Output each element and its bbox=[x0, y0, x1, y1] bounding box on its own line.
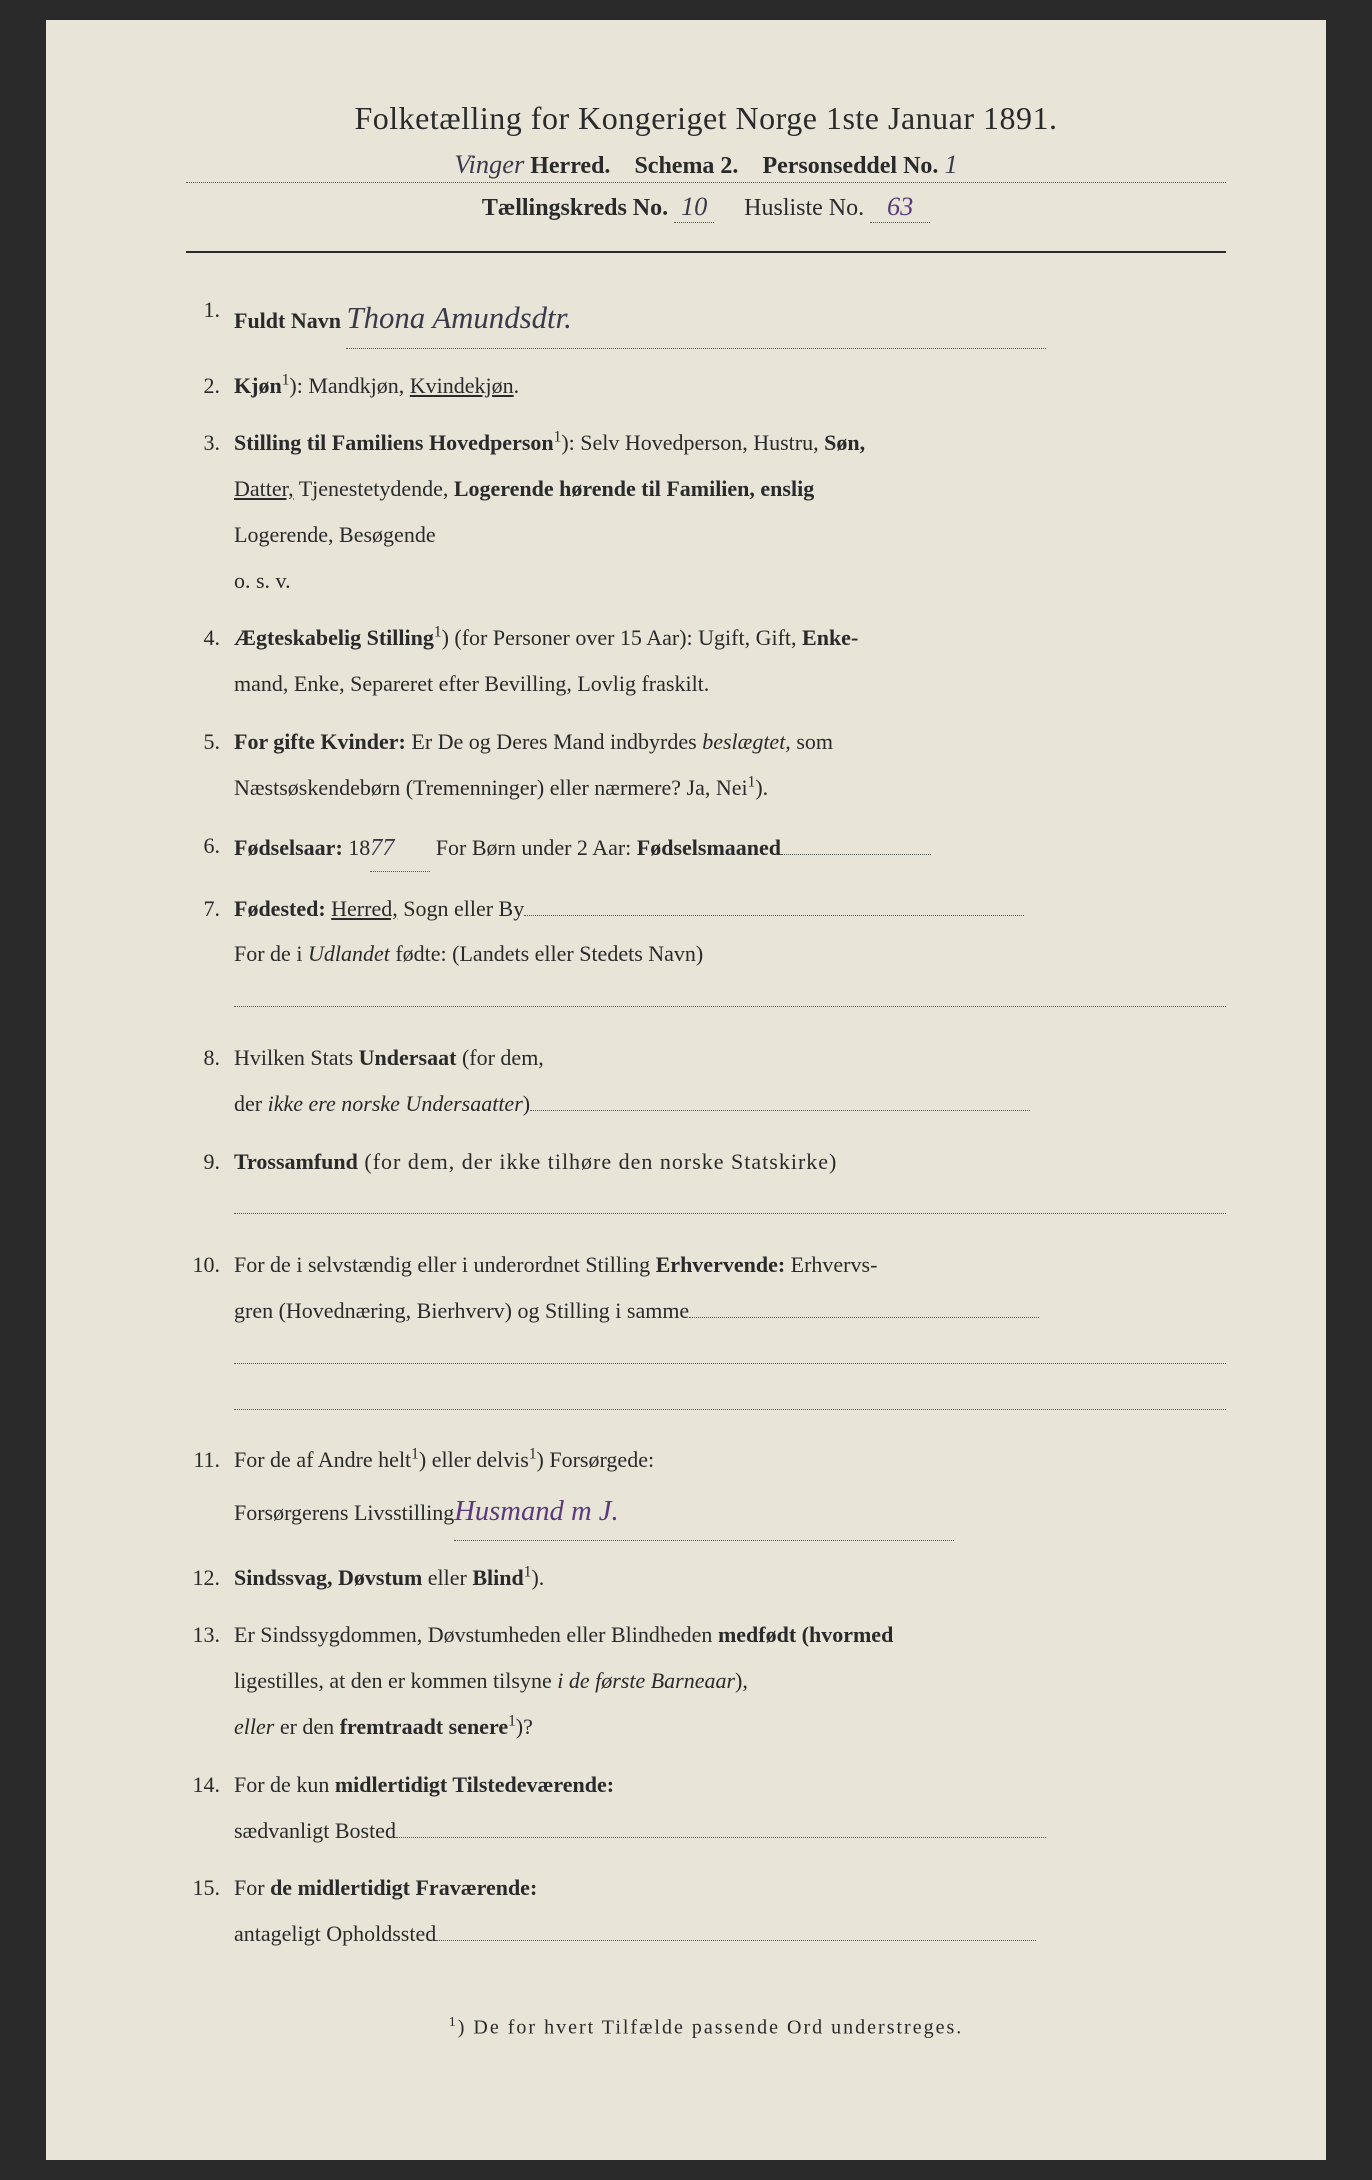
item-num: 1. bbox=[186, 289, 234, 349]
item-num: 12. bbox=[186, 1557, 234, 1599]
item-num: 11. bbox=[186, 1439, 234, 1540]
footnote: 1) De for hvert Tilfælde passende Ord un… bbox=[186, 2015, 1226, 2040]
item-num: 3. bbox=[186, 422, 234, 601]
fodested-label: Fødested: bbox=[234, 896, 326, 921]
item-10: 10. For de i selvstændig eller i underor… bbox=[186, 1244, 1226, 1423]
husliste-label: Husliste No. bbox=[744, 195, 864, 221]
undersaat-label: Undersaat bbox=[359, 1045, 457, 1070]
kjon-label: Kjøn bbox=[234, 373, 282, 398]
item-num: 4. bbox=[186, 617, 234, 705]
erhvervende-label: Erhvervende: bbox=[656, 1252, 786, 1277]
husliste-no: 63 bbox=[887, 191, 913, 221]
herred-label: Herred. bbox=[530, 153, 610, 179]
item-8: 8. Hvilken Stats Undersaat (for dem, der… bbox=[186, 1037, 1226, 1125]
fodselsaar-value: 77 bbox=[370, 834, 394, 861]
sindssvag-label: Sindssvag, Døvstum bbox=[234, 1565, 422, 1590]
tilstedevaerende-label: midlertidigt Tilstedeværende: bbox=[335, 1772, 614, 1797]
item-4: 4. Ægteskabelig Stilling1) (for Personer… bbox=[186, 617, 1226, 705]
personseddel-label: Personseddel No. bbox=[762, 153, 938, 179]
gifte-kvinder-label: For gifte Kvinder: bbox=[234, 729, 406, 754]
header-divider bbox=[186, 251, 1226, 253]
item-15: 15. For de midlertidigt Fraværende: anta… bbox=[186, 1867, 1226, 1955]
personseddel-no: 1 bbox=[944, 149, 957, 179]
page-title: Folketælling for Kongeriget Norge 1ste J… bbox=[186, 100, 1226, 137]
kreds-label: Tællingskreds No. bbox=[482, 195, 668, 221]
item-num: 14. bbox=[186, 1764, 234, 1852]
item-num: 8. bbox=[186, 1037, 234, 1125]
header-line-2: Tællingskreds No. 10 Husliste No. 63 bbox=[186, 191, 1226, 223]
item-num: 9. bbox=[186, 1141, 234, 1229]
kreds-no: 10 bbox=[681, 191, 707, 221]
stilling-label: Stilling til Familiens Hovedperson bbox=[234, 430, 554, 455]
item-num: 7. bbox=[186, 888, 234, 1021]
item-num: 6. bbox=[186, 825, 234, 872]
item-12: 12. Sindssvag, Døvstum eller Blind1). bbox=[186, 1557, 1226, 1599]
schema-label: Schema 2. bbox=[634, 153, 738, 179]
item-num: 2. bbox=[186, 365, 234, 407]
item-6: 6. Fødselsaar: 1877 For Børn under 2 Aar… bbox=[186, 825, 1226, 872]
fuldt-navn-label: Fuldt Navn bbox=[234, 308, 341, 333]
item-num: 5. bbox=[186, 721, 234, 809]
item-7: 7. Fødested: Herred, Sogn eller By For d… bbox=[186, 888, 1226, 1021]
item-num: 13. bbox=[186, 1614, 234, 1747]
fodested-selected: Herred, bbox=[331, 896, 398, 921]
item-11: 11. For de af Andre helt1) eller delvis1… bbox=[186, 1439, 1226, 1540]
header-line-1: Vinger Herred. Schema 2. Personseddel No… bbox=[186, 149, 1226, 183]
census-form-page: Folketælling for Kongeriget Norge 1ste J… bbox=[46, 20, 1326, 2160]
form-items: 1. Fuldt Navn Thona Amundsdtr. 2. Kjøn1)… bbox=[186, 289, 1226, 1955]
forsorger-value: Husmand m J. bbox=[454, 1496, 618, 1527]
fravaerende-label: de midlertidigt Fraværende: bbox=[270, 1875, 537, 1900]
item-14: 14. For de kun midlertidigt Tilstedevære… bbox=[186, 1764, 1226, 1852]
item-1: 1. Fuldt Navn Thona Amundsdtr. bbox=[186, 289, 1226, 349]
item-2: 2. Kjøn1): Mandkjøn, Kvindekjøn. bbox=[186, 365, 1226, 407]
item-13: 13. Er Sindssygdommen, Døvstumheden elle… bbox=[186, 1614, 1226, 1747]
fodselsaar-label: Fødselsaar: bbox=[234, 835, 343, 860]
item-num: 15. bbox=[186, 1867, 234, 1955]
trossamfund-label: Trossamfund bbox=[234, 1149, 358, 1174]
herred-handwritten: Vinger bbox=[454, 149, 524, 179]
item-5: 5. For gifte Kvinder: Er De og Deres Man… bbox=[186, 721, 1226, 809]
fuldt-navn-value: Thona Amundsdtr. bbox=[346, 301, 571, 335]
item-num: 10. bbox=[186, 1244, 234, 1423]
kjon-selected: Kvindekjøn bbox=[410, 373, 514, 398]
aegteskab-label: Ægteskabelig Stilling bbox=[234, 625, 434, 650]
item-3: 3. Stilling til Familiens Hovedperson1):… bbox=[186, 422, 1226, 601]
stilling-selected: Datter, bbox=[234, 476, 294, 501]
item-9: 9. Trossamfund (for dem, der ikke tilhør… bbox=[186, 1141, 1226, 1229]
